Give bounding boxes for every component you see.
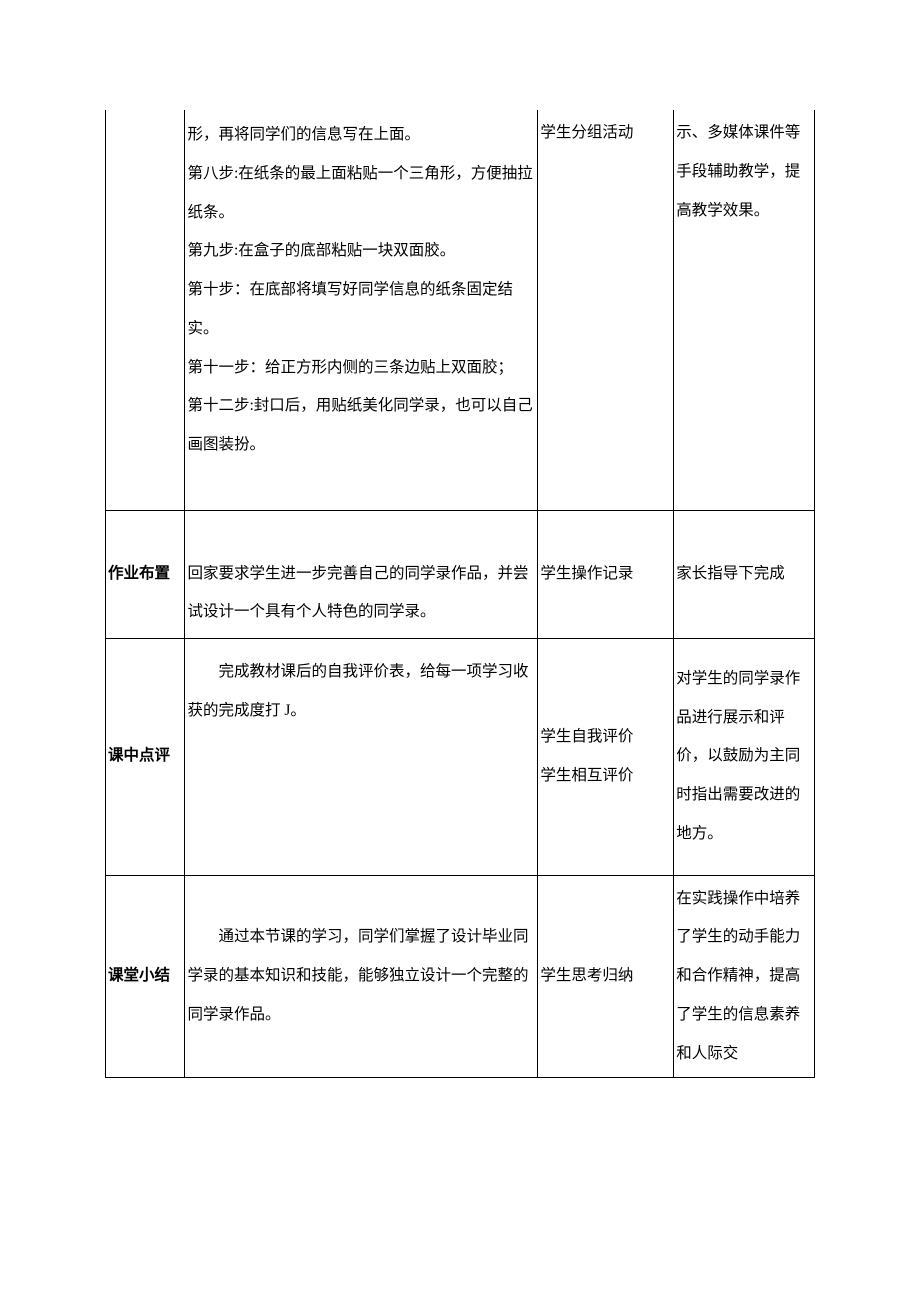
row-label-cell	[106, 110, 185, 510]
content-line: 第十二步:封口后，用贴纸美化同学录，也可以自己画图装扮。	[187, 387, 535, 465]
content-line: 第十一步：给正方形内侧的三条边贴上双面胶；	[187, 349, 535, 388]
row-label-cell: 课堂小结	[106, 875, 185, 1078]
content-text: 通过本节课的学习，同学们掌握了设计毕业同学录的基本知识和技能，能够独立设计一个完…	[187, 918, 535, 1034]
table-row: 课堂小结 通过本节课的学习，同学们掌握了设计毕业同学录的基本知识和技能，能够独立…	[106, 875, 815, 1078]
content-text: 完成教材课后的自我评价表，给每一项学习收获的完成度打 J。	[187, 653, 535, 731]
table-row: 课中点评 完成教材课后的自我评价表，给每一项学习收获的完成度打 J。 学生自我评…	[106, 639, 815, 876]
student-activity-text: 学生分组活动	[540, 114, 671, 153]
lesson-plan-table: 形，再将同学们的信息写在上面。 第八步:在纸条的最上面粘贴一个三角形，方便抽拉纸…	[105, 110, 815, 1078]
student-activity-line: 学生相互评价	[540, 757, 671, 796]
student-activity-cell: 学生自我评价 学生相互评价	[538, 639, 674, 876]
content-text: 回家要求学生进一步完善自己的同学录作品，并尝试设计一个具有个人特色的同学录。	[187, 555, 535, 633]
teaching-aid-cell: 在实践操作中培养了学生的动手能力和合作精神，提高了学生的信息素养和人际交	[674, 875, 815, 1078]
content-line: 第十步：在底部将填写好同学信息的纸条固定结实。	[187, 271, 535, 349]
row-label: 课堂小结	[108, 957, 182, 996]
content-cell: 形，再将同学们的信息写在上面。 第八步:在纸条的最上面粘贴一个三角形，方便抽拉纸…	[185, 110, 538, 510]
content-cell: 回家要求学生进一步完善自己的同学录作品，并尝试设计一个具有个人特色的同学录。	[185, 510, 538, 639]
student-activity-line: 学生自我评价	[540, 718, 671, 757]
teaching-aid-text: 在实践操作中培养了学生的动手能力和合作精神，提高了学生的信息素养和人际交	[676, 880, 812, 1074]
teaching-aid-cell: 对学生的同学录作品进行展示和评价，以鼓励为主同时指出需要改进的地方。	[674, 639, 815, 876]
teaching-aid-cell: 示、多媒体课件等手段辅助教学，提高教学效果。	[674, 110, 815, 510]
student-activity-cell: 学生操作记录	[538, 510, 674, 639]
content-cell: 完成教材课后的自我评价表，给每一项学习收获的完成度打 J。	[185, 639, 538, 876]
teaching-aid-text: 对学生的同学录作品进行展示和评价，以鼓励为主同时指出需要改进的地方。	[676, 660, 812, 854]
table-row: 形，再将同学们的信息写在上面。 第八步:在纸条的最上面粘贴一个三角形，方便抽拉纸…	[106, 110, 815, 510]
content-cell: 通过本节课的学习，同学们掌握了设计毕业同学录的基本知识和技能，能够独立设计一个完…	[185, 875, 538, 1078]
student-activity-cell: 学生分组活动	[538, 110, 674, 510]
teaching-aid-text: 示、多媒体课件等手段辅助教学，提高教学效果。	[676, 114, 812, 230]
content-line: 第九步:在盒子的底部粘贴一块双面胶。	[187, 232, 535, 271]
content-line: 形，再将同学们的信息写在上面。	[187, 116, 535, 155]
row-label: 作业布置	[108, 555, 182, 594]
teaching-aid-text: 家长指导下完成	[676, 555, 812, 594]
teaching-aid-cell: 家长指导下完成	[674, 510, 815, 639]
student-activity-text: 学生思考归纳	[540, 957, 671, 996]
row-label-cell: 作业布置	[106, 510, 185, 639]
student-activity-text: 学生操作记录	[540, 555, 671, 594]
content-line: 第八步:在纸条的最上面粘贴一个三角形，方便抽拉纸条。	[187, 155, 535, 233]
student-activity-cell: 学生思考归纳	[538, 875, 674, 1078]
table-row: 作业布置 回家要求学生进一步完善自己的同学录作品，并尝试设计一个具有个人特色的同…	[106, 510, 815, 639]
row-label: 课中点评	[108, 737, 182, 776]
row-label-cell: 课中点评	[106, 639, 185, 876]
